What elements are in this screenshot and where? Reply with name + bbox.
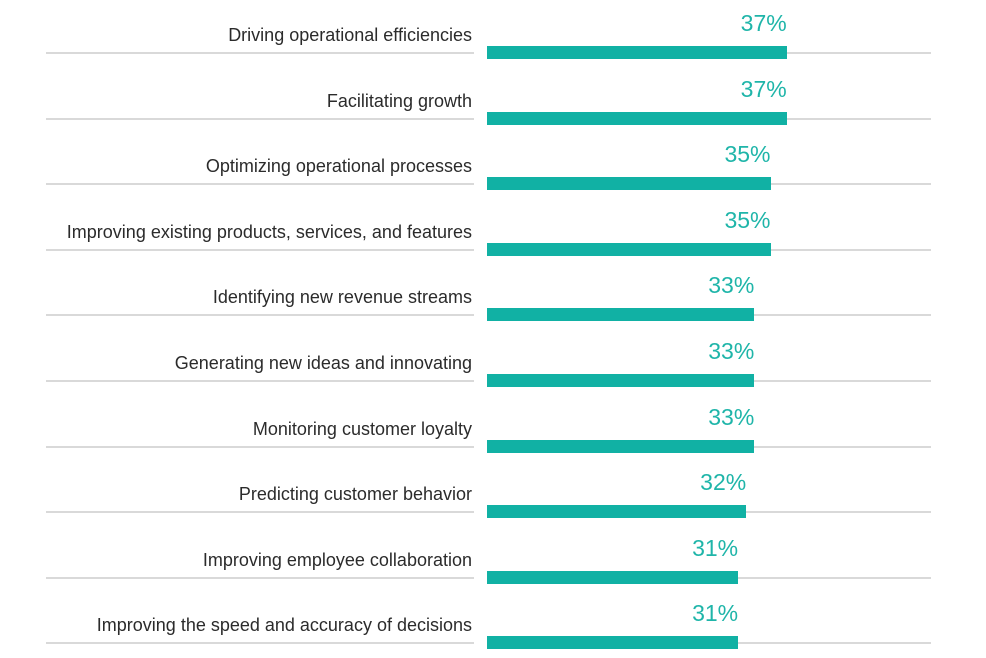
value-label: 33% [708,404,755,430]
value-label: 33% [708,338,755,364]
bar [487,636,739,649]
value-label: 31% [692,600,739,626]
value-label: 37% [740,76,787,102]
row-rule-left [46,511,474,513]
value-label: 35% [724,207,771,233]
bar [487,374,755,387]
row-rule-left [46,118,474,120]
row-rule-left [46,577,474,579]
category-label: Improving existing products, services, a… [66,222,472,242]
category-label: Facilitating growth [326,91,472,111]
bar [487,46,787,59]
category-label: Predicting customer behavior [238,484,472,504]
bar [487,440,755,453]
row-rule-left [46,314,474,316]
value-label: 35% [724,141,771,167]
row-rule-left [46,642,474,644]
bar [487,177,771,190]
value-label: 31% [692,535,739,561]
value-label: 32% [700,469,747,495]
category-label: Driving operational efficiencies [228,25,472,45]
category-label: Improving the speed and accuracy of deci… [96,615,472,635]
value-label: 33% [708,272,755,298]
row-rule-left [46,52,474,54]
category-label: Identifying new revenue streams [212,287,472,307]
value-label: 37% [740,10,787,36]
bar [487,243,771,256]
category-label: Optimizing operational processes [205,156,472,176]
bar [487,505,747,518]
bar [487,112,787,125]
row-rule-left [46,446,474,448]
category-label: Generating new ideas and innovating [174,353,472,373]
category-label: Improving employee collaboration [202,550,472,570]
category-label: Monitoring customer loyalty [252,419,472,439]
row-rule-left [46,249,474,251]
bar [487,308,755,321]
bar [487,571,739,584]
row-rule-left [46,380,474,382]
row-rule-left [46,183,474,185]
